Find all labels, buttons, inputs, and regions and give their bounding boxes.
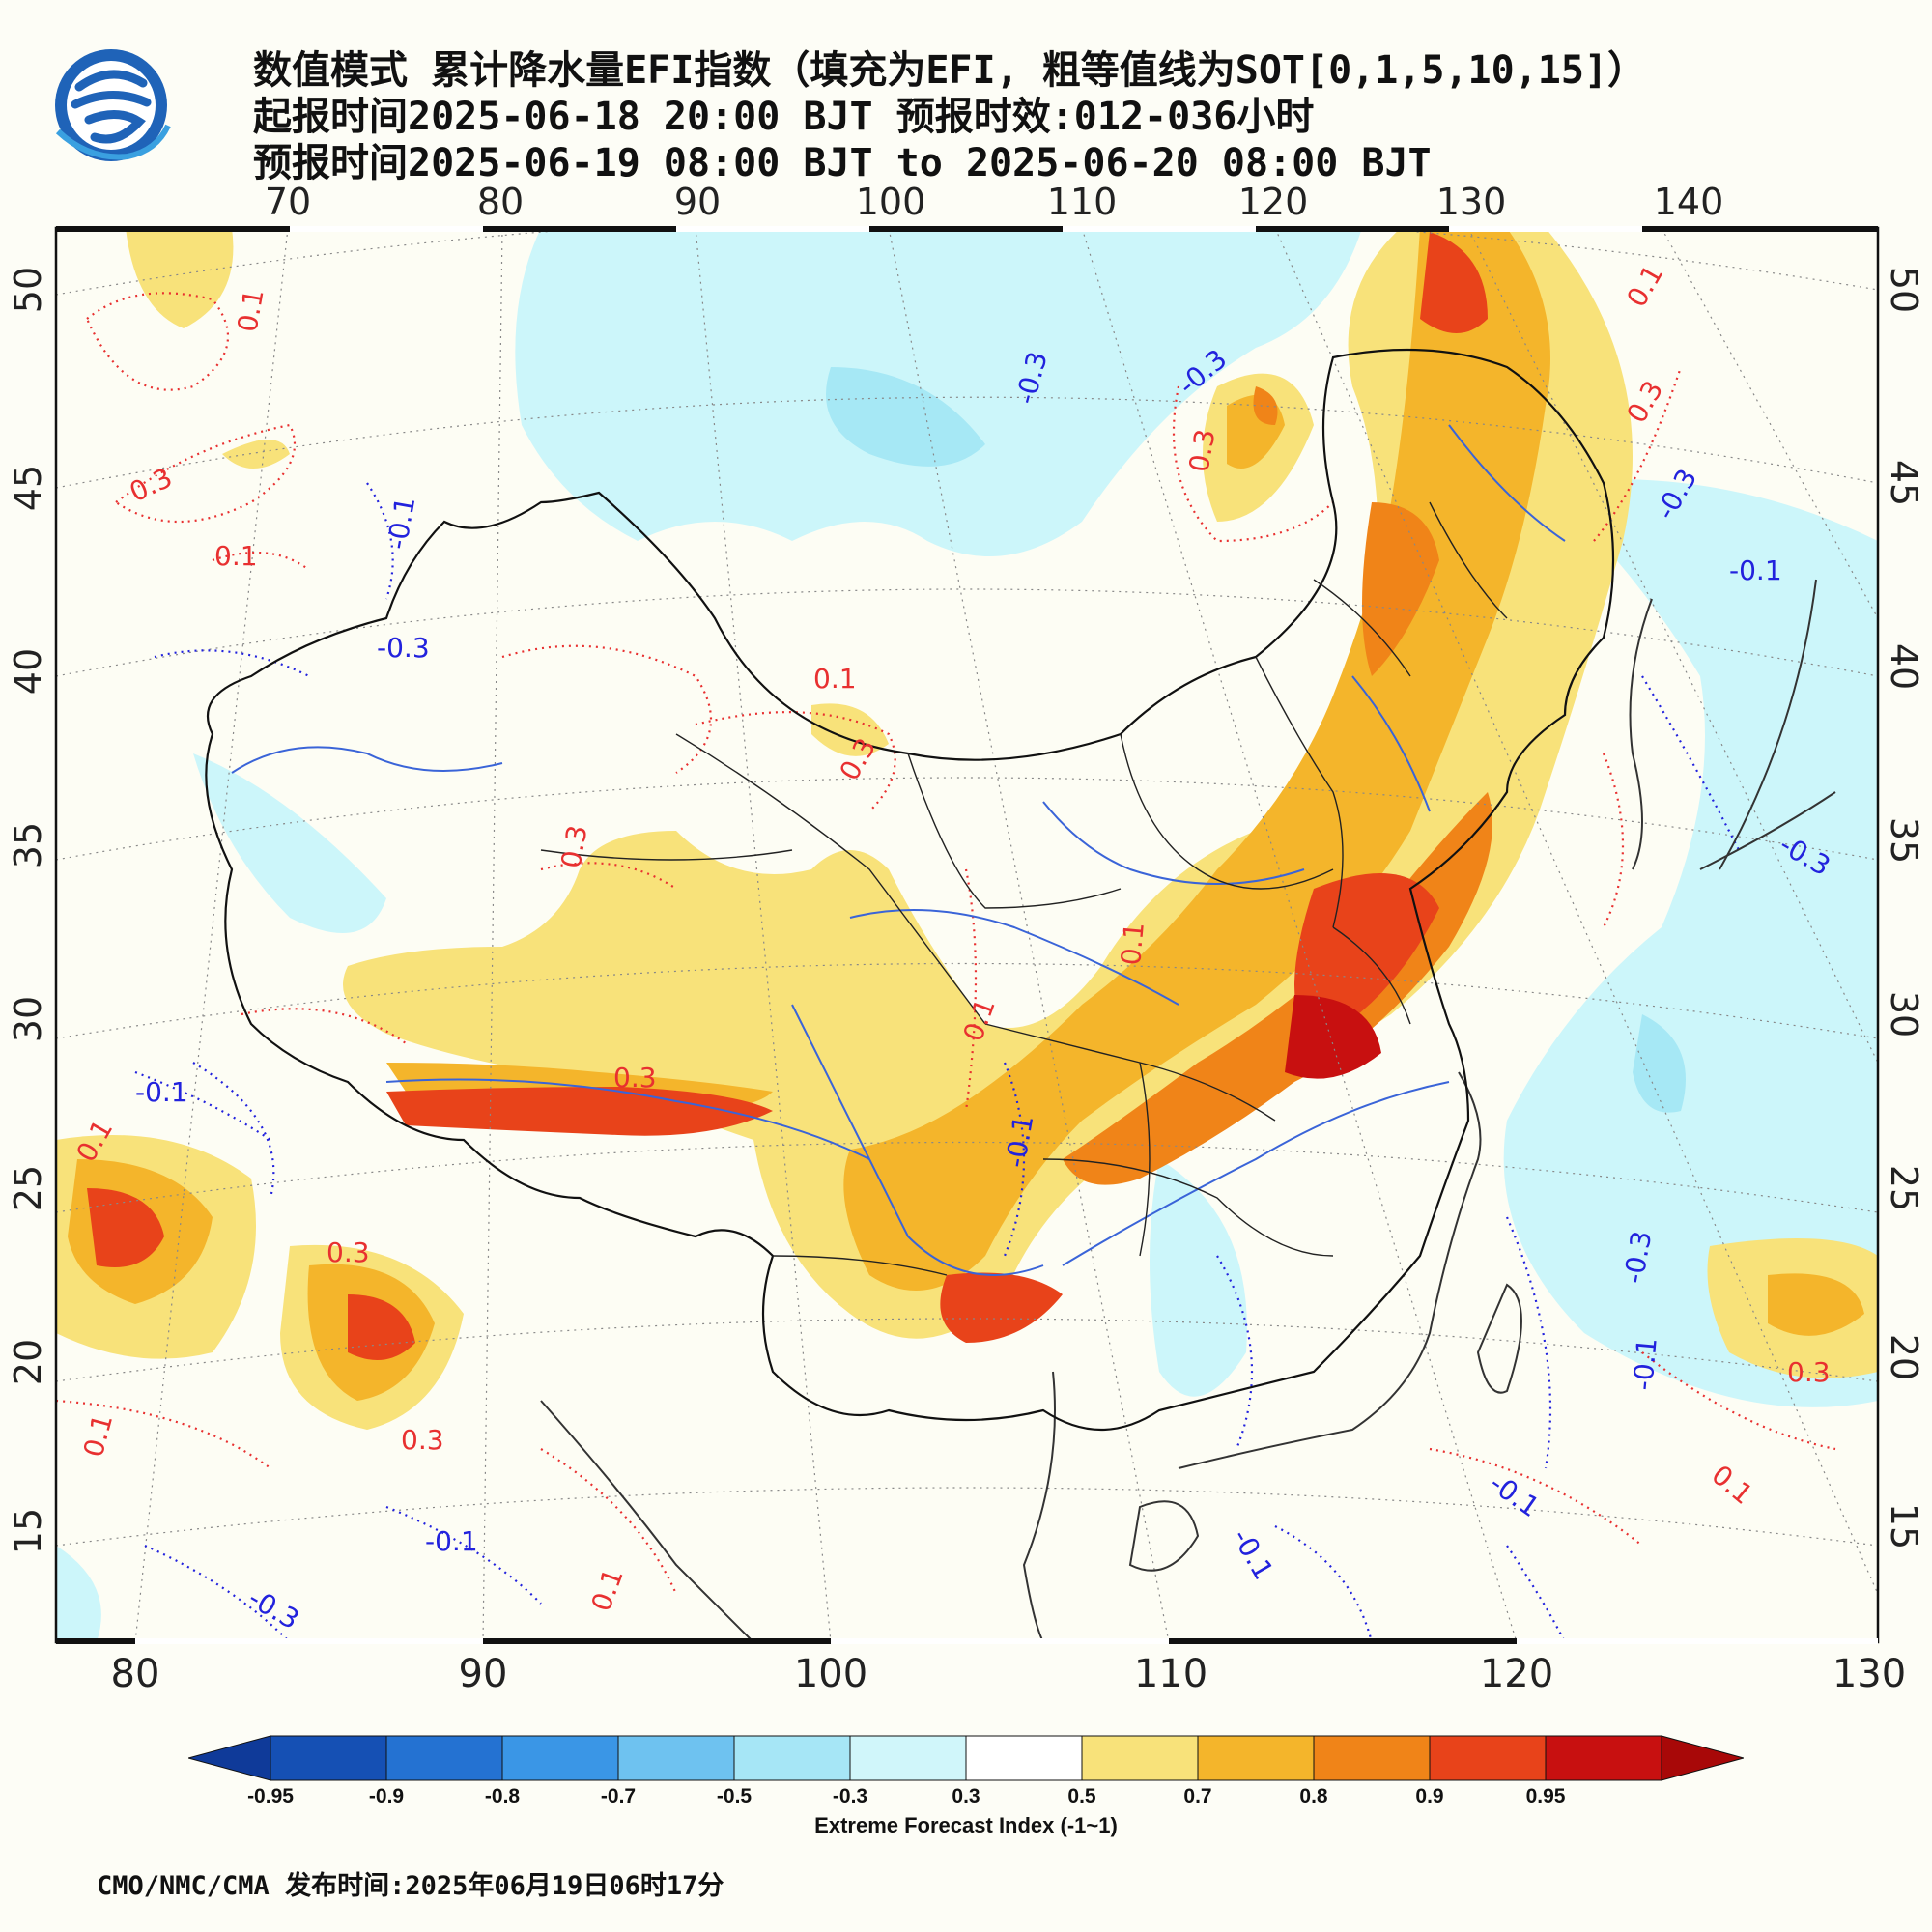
colorbar-tick-label: 0.7 (1183, 1785, 1212, 1807)
rivers (231, 424, 1566, 1276)
lat-label: 20 (1883, 1334, 1925, 1380)
colorbar (188, 1735, 1744, 1781)
lon-label: 130 (1436, 181, 1507, 223)
lat-label: 50 (7, 267, 49, 313)
colorbar-box (385, 1735, 503, 1781)
colorbar-box (1081, 1735, 1199, 1781)
right-lat-labels: 50 45 40 35 30 25 20 15 (1883, 267, 1925, 1549)
lon-label: 120 (1480, 1652, 1553, 1696)
lat-label: 30 (1883, 991, 1925, 1037)
thin-contours (56, 292, 1836, 1642)
lat-label: 40 (7, 648, 49, 695)
contour-label-red: 0.3 (613, 1062, 657, 1094)
contour-label-red: 0.3 (327, 1236, 370, 1268)
contour-label-red: 0.3 (1182, 427, 1221, 475)
left-lat-labels: 50 45 40 35 30 25 20 15 (7, 267, 49, 1554)
colorbar-boxes (270, 1735, 1662, 1781)
colorbar-box (1197, 1735, 1315, 1781)
title-line-1: 数值模式 累计降水量EFI指数（填充为EFI, 粗等值线为SOT[0,1,5,1… (253, 48, 1647, 93)
colorbar-tick-label: -0.3 (832, 1785, 868, 1807)
colorbar-right-arrow (1661, 1735, 1744, 1781)
contour-label-red: 0.1 (813, 663, 857, 695)
lon-label: 110 (1134, 1652, 1208, 1696)
lon-label: 80 (477, 181, 524, 223)
lat-label: 15 (1883, 1503, 1925, 1549)
colorbar-box (501, 1735, 619, 1781)
contour-label-red: 0.3 (1787, 1356, 1831, 1388)
coastlines (540, 579, 1836, 1642)
contour-label-red: 0.3 (554, 823, 593, 871)
province-borders (540, 501, 1508, 1276)
lat-label: 45 (1883, 460, 1925, 506)
lat-label: 25 (1883, 1165, 1925, 1211)
contour-label-red: 0.1 (231, 287, 270, 335)
title-line-2: 起报时间2025-06-18 20:00 BJT 预报时效:012-036小时 (253, 95, 1315, 139)
lon-label: 80 (111, 1652, 160, 1696)
colorbar-tick-label: -0.7 (600, 1785, 637, 1807)
cma-logo-icon (55, 49, 171, 161)
lon-label: 100 (856, 181, 926, 223)
graticule (56, 228, 1878, 1642)
top-lon-labels: 70 80 90 100 110 120 130 140 (265, 181, 1723, 223)
lat-label: 35 (1883, 817, 1925, 864)
lat-label: 30 (7, 996, 49, 1042)
colorbar-box (849, 1735, 967, 1781)
efi-0-7-areas (87, 232, 1492, 1360)
colorbar-tick-label: -0.95 (247, 1785, 294, 1807)
colorbar-tick-label: 0.3 (952, 1785, 980, 1807)
contour-label-red: 0.1 (1115, 921, 1151, 966)
contour-label-red: 0.3 (401, 1424, 444, 1456)
contour-label-blue: -0.1 (425, 1525, 478, 1557)
lon-label: 90 (459, 1652, 508, 1696)
lat-label: 50 (1883, 267, 1925, 313)
contour-label-blue: -0.1 (1627, 1336, 1663, 1391)
lon-label: 140 (1654, 181, 1724, 223)
colorbar-box (270, 1735, 387, 1781)
colorbar-tick-label: 0.8 (1299, 1785, 1328, 1807)
bottom-lon-labels: 80 90 100 110 120 130 (111, 1652, 1907, 1696)
lon-label: 110 (1047, 181, 1118, 223)
colorbar-caption: Extreme Forecast Index (-1~1) (814, 1813, 1118, 1837)
contour-label-blue: -0.1 (1729, 554, 1782, 586)
colorbar-tick-label: 0.95 (1525, 1785, 1566, 1807)
colorbar-box (1545, 1735, 1662, 1781)
national-border (205, 348, 1615, 1432)
lat-label: 35 (7, 822, 49, 868)
negative-efi-areas (56, 228, 1878, 1642)
title-line-3: 预报时间2025-06-19 08:00 BJT to 2025-06-20 0… (253, 141, 1432, 185)
lat-label: 15 (7, 1508, 49, 1554)
lat-label: 45 (7, 465, 49, 511)
lon-label: 130 (1833, 1652, 1906, 1696)
efi-map: 0.1 0.3 0.1 0.3 0.1 0.3 0.3 0.3 0.3 0.1 … (7, 181, 1925, 1696)
lat-label: 40 (1883, 643, 1925, 690)
colorbar-box (733, 1735, 851, 1781)
colorbar-box (965, 1735, 1083, 1781)
lat-label: 20 (7, 1339, 49, 1385)
lon-label: 120 (1238, 181, 1309, 223)
lon-label: 100 (794, 1652, 867, 1696)
contour-label-blue: -0.1 (135, 1076, 188, 1108)
colorbar-tick-label: -0.5 (716, 1785, 753, 1807)
footer-issue-time: CMO/NMC/CMA 发布时间:2025年06月19日06时17分 (97, 1871, 724, 1901)
colorbar-tick-label: 0.9 (1415, 1785, 1444, 1807)
colorbar-box (1429, 1735, 1547, 1781)
colorbar-tick-label: 0.5 (1067, 1785, 1096, 1807)
colorbar-left-arrow (188, 1735, 271, 1781)
axis-strips (56, 226, 1878, 1644)
colorbar-tick-label: -0.9 (368, 1785, 405, 1807)
colorbar-box (617, 1735, 735, 1781)
colorbar-tick-label: -0.8 (484, 1785, 521, 1807)
lat-label: 25 (7, 1165, 49, 1211)
contour-label-blue: -0.3 (377, 632, 430, 664)
lon-label: 70 (265, 181, 311, 223)
contour-label-red: 0.1 (214, 540, 258, 572)
lon-label: 90 (674, 181, 721, 223)
colorbar-box (1313, 1735, 1431, 1781)
